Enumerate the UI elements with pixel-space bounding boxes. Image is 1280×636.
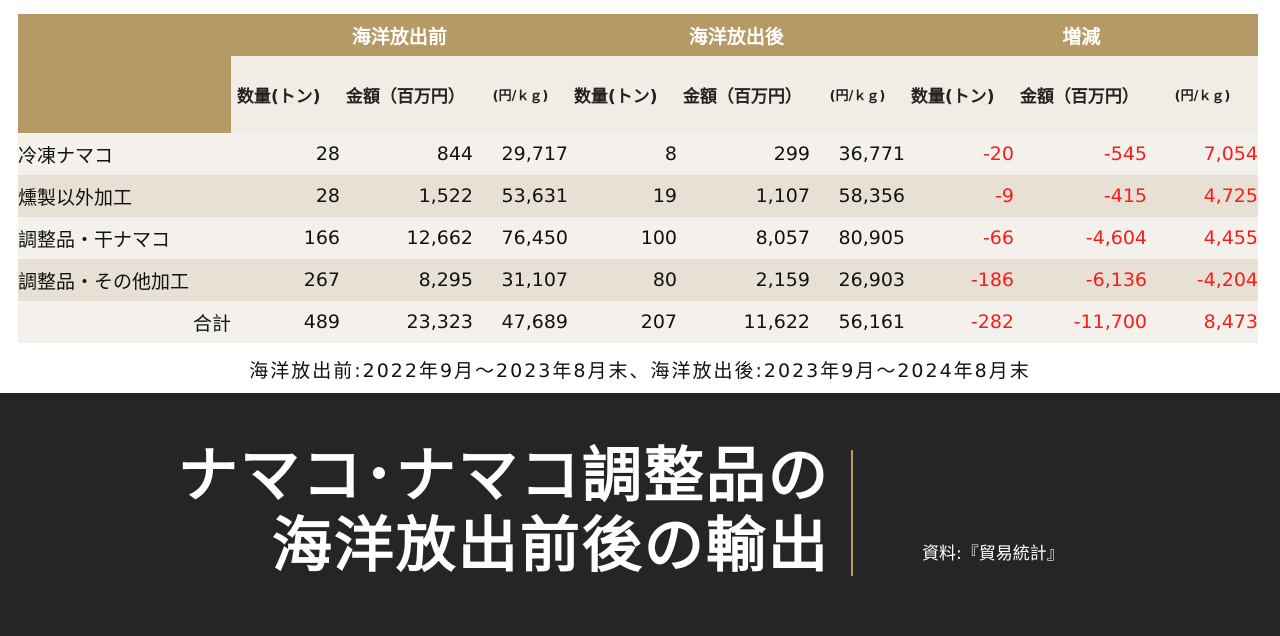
cell-after-unit-price: 36,771: [810, 133, 905, 175]
group-header-change: 増減: [905, 14, 1258, 56]
title-divider: [851, 450, 853, 576]
cell-change-amount: -6,136: [1014, 259, 1147, 301]
export-table: 海洋放出前 海洋放出後 増減 数量(トン) 金額（百万円） (円/ｋｇ) 数量(…: [18, 14, 1258, 343]
cell-after-quantity: 8: [568, 133, 677, 175]
row-label: 冷凍ナマコ: [18, 133, 231, 175]
table-area: 海洋放出前 海洋放出後 増減 数量(トン) 金額（百万円） (円/ｋｇ) 数量(…: [18, 14, 1258, 382]
row-label: 調整品・干ナマコ: [18, 217, 231, 259]
cell-before-amount: 844: [340, 133, 473, 175]
cell-before-quantity: 28: [231, 133, 340, 175]
subheader-quantity: 数量(トン): [231, 56, 340, 133]
cell-change-amount: -4,604: [1014, 217, 1147, 259]
cell-after-amount: 2,159: [677, 259, 810, 301]
cell-change-quantity: -66: [905, 217, 1014, 259]
cell-before-amount: 1,522: [340, 175, 473, 217]
row-label: 燻製以外加工: [18, 175, 231, 217]
cell-after-amount: 1,107: [677, 175, 810, 217]
header-corner: [18, 14, 231, 133]
cell-after-quantity: 207: [568, 301, 677, 343]
cell-change-unit-price: -4,204: [1147, 259, 1258, 301]
cell-change-unit-price: 7,054: [1147, 133, 1258, 175]
cell-change-quantity: -282: [905, 301, 1014, 343]
table-row: 冷凍ナマコ 28 844 29,717 8 299 36,771 -20 -54…: [18, 133, 1258, 175]
group-header-before: 海洋放出前: [231, 14, 568, 56]
cell-after-unit-price: 26,903: [810, 259, 905, 301]
row-label-total: 合計: [18, 301, 231, 343]
cell-before-quantity: 28: [231, 175, 340, 217]
cell-before-unit-price: 76,450: [473, 217, 568, 259]
table-row: 調整品・その他加工 267 8,295 31,107 80 2,159 26,9…: [18, 259, 1258, 301]
cell-after-amount: 8,057: [677, 217, 810, 259]
source-note: 資料:『貿易統計』: [922, 544, 1064, 564]
subheader-amount: 金額（百万円）: [677, 56, 810, 133]
chart-title: ナマコ･ナマコ調整品の 海洋放出前後の輸出: [178, 441, 830, 581]
cell-after-amount: 299: [677, 133, 810, 175]
cell-before-amount: 23,323: [340, 301, 473, 343]
subheader-unit-price: (円/ｋｇ): [810, 56, 905, 133]
period-note: 海洋放出前:2022年9月～2023年8月末、海洋放出後:2023年9月～202…: [249, 360, 1031, 382]
cell-change-unit-price: 4,725: [1147, 175, 1258, 217]
title-panel: ナマコ･ナマコ調整品の 海洋放出前後の輸出 資料:『貿易統計』: [0, 393, 1280, 636]
cell-change-quantity: -9: [905, 175, 1014, 217]
cell-change-quantity: -186: [905, 259, 1014, 301]
title-line-2: 海洋放出前後の輸出: [272, 511, 830, 581]
cell-before-quantity: 166: [231, 217, 340, 259]
row-label: 調整品・その他加工: [18, 259, 231, 301]
cell-after-unit-price: 58,356: [810, 175, 905, 217]
group-header-after: 海洋放出後: [568, 14, 905, 56]
cell-after-quantity: 100: [568, 217, 677, 259]
cell-change-unit-price: 4,455: [1147, 217, 1258, 259]
cell-change-unit-price: 8,473: [1147, 301, 1258, 343]
cell-before-unit-price: 31,107: [473, 259, 568, 301]
cell-before-unit-price: 29,717: [473, 133, 568, 175]
cell-change-amount: -11,700: [1014, 301, 1147, 343]
subheader-unit-price: (円/ｋｇ): [473, 56, 568, 133]
cell-after-quantity: 19: [568, 175, 677, 217]
subheader-quantity: 数量(トン): [905, 56, 1014, 133]
cell-after-unit-price: 56,161: [810, 301, 905, 343]
cell-before-amount: 12,662: [340, 217, 473, 259]
subheader-unit-price: (円/ｋｇ): [1147, 56, 1258, 133]
subheader-amount: 金額（百万円）: [340, 56, 473, 133]
subheader-quantity: 数量(トン): [568, 56, 677, 133]
cell-after-amount: 11,622: [677, 301, 810, 343]
title-line-1: ナマコ･ナマコ調整品の: [178, 441, 830, 511]
cell-after-quantity: 80: [568, 259, 677, 301]
cell-change-quantity: -20: [905, 133, 1014, 175]
table-row: 調整品・干ナマコ 166 12,662 76,450 100 8,057 80,…: [18, 217, 1258, 259]
cell-before-unit-price: 47,689: [473, 301, 568, 343]
table-row-total: 合計 489 23,323 47,689 207 11,622 56,161 -…: [18, 301, 1258, 343]
cell-change-amount: -545: [1014, 133, 1147, 175]
cell-before-amount: 8,295: [340, 259, 473, 301]
cell-change-amount: -415: [1014, 175, 1147, 217]
cell-before-unit-price: 53,631: [473, 175, 568, 217]
cell-before-quantity: 489: [231, 301, 340, 343]
subheader-amount: 金額（百万円）: [1014, 56, 1147, 133]
cell-before-quantity: 267: [231, 259, 340, 301]
table-row: 燻製以外加工 28 1,522 53,631 19 1,107 58,356 -…: [18, 175, 1258, 217]
cell-after-unit-price: 80,905: [810, 217, 905, 259]
